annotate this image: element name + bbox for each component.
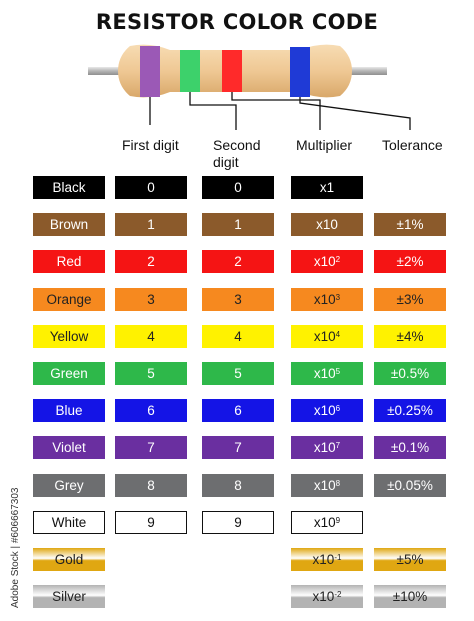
first-digit-yellow: 4 bbox=[115, 325, 187, 348]
first-digit-brown: 1 bbox=[115, 213, 187, 236]
multiplier-green: x10 5 bbox=[291, 362, 363, 385]
first-digit-blue: 6 bbox=[115, 399, 187, 422]
multiplier-base: x10 bbox=[313, 254, 336, 269]
watermark: Adobe Stock | #606667303 bbox=[3, 470, 21, 615]
second-digit-green: 5 bbox=[202, 362, 274, 385]
second-digit-grey: 8 bbox=[202, 474, 274, 497]
multiplier-base: x10 bbox=[313, 478, 336, 493]
multiplier-violet: x10 7 bbox=[291, 436, 363, 459]
multiplier-exponent: 6 bbox=[335, 404, 341, 413]
first-digit-orange: 3 bbox=[115, 288, 187, 311]
multiplier-exponent: 8 bbox=[335, 479, 341, 488]
multiplier-base: x10 bbox=[313, 366, 336, 381]
multiplier-red: x10 2 bbox=[291, 250, 363, 273]
tolerance-orange: ±3% bbox=[374, 288, 446, 311]
multiplier-exponent: -2 bbox=[334, 590, 342, 599]
color-name-red: Red bbox=[33, 250, 105, 273]
band-first-digit bbox=[140, 46, 160, 97]
first-digit-red: 2 bbox=[115, 250, 187, 273]
first-digit-white: 9 bbox=[115, 511, 187, 534]
tolerance-grey: ±0.05% bbox=[374, 474, 446, 497]
header-second-digit-line2: digit bbox=[213, 154, 239, 170]
second-digit-orange: 3 bbox=[202, 288, 274, 311]
watermark-text: Adobe Stock | #606667303 bbox=[10, 487, 21, 608]
color-name-violet: Violet bbox=[33, 436, 105, 459]
color-name-green: Green bbox=[33, 362, 105, 385]
multiplier-base: x10 bbox=[316, 217, 338, 232]
color-name-black: Black bbox=[33, 176, 105, 199]
multiplier-yellow: x10 4 bbox=[291, 325, 363, 348]
header-second-digit: Second digit bbox=[213, 137, 260, 171]
header-second-digit-line1: Second bbox=[213, 137, 261, 153]
pointer-multiplier bbox=[231, 92, 321, 130]
header-multiplier: Multiplier bbox=[296, 137, 353, 153]
tolerance-green: ±0.5% bbox=[374, 362, 446, 385]
page-title: RESISTOR COLOR CODE bbox=[95, 10, 379, 34]
tolerance-blue: ±0.25% bbox=[374, 399, 446, 422]
multiplier-base: x10 bbox=[313, 329, 336, 344]
multiplier-silver: x10 -2 bbox=[291, 585, 363, 608]
multiplier-gold: x10 -1 bbox=[291, 548, 363, 571]
second-digit-black: 0 bbox=[202, 176, 274, 199]
band-second-digit bbox=[180, 50, 200, 92]
first-digit-violet: 7 bbox=[115, 436, 187, 459]
multiplier-base: x10 bbox=[313, 515, 336, 530]
multiplier-brown: x10 bbox=[291, 213, 363, 236]
resistor-lead-right bbox=[345, 67, 387, 75]
tolerance-violet: ±0.1% bbox=[374, 436, 446, 459]
multiplier-exponent: 4 bbox=[335, 330, 341, 339]
multiplier-exponent: 9 bbox=[335, 516, 341, 525]
color-name-yellow: Yellow bbox=[33, 325, 105, 348]
color-name-blue: Blue bbox=[33, 399, 105, 422]
resistor-lead-left bbox=[88, 67, 128, 75]
resistor-diagram bbox=[88, 44, 411, 130]
first-digit-grey: 8 bbox=[115, 474, 187, 497]
tolerance-silver: ±10% bbox=[374, 585, 446, 608]
multiplier-base: x10 bbox=[313, 292, 336, 307]
first-digit-black: 0 bbox=[115, 176, 187, 199]
multiplier-exponent: -1 bbox=[334, 553, 342, 562]
second-digit-violet: 7 bbox=[202, 436, 274, 459]
color-name-gold: Gold bbox=[33, 548, 105, 571]
color-name-grey: Grey bbox=[33, 474, 105, 497]
tolerance-yellow: ±4% bbox=[374, 325, 446, 348]
pointer-second-digit bbox=[189, 92, 237, 130]
multiplier-base: x10 bbox=[312, 589, 335, 604]
header-tolerance: Tolerance bbox=[382, 137, 443, 153]
multiplier-base: x10 bbox=[313, 440, 336, 455]
multiplier-exponent: 3 bbox=[335, 293, 341, 302]
pointer-tolerance bbox=[299, 97, 411, 130]
multiplier-base: x1 bbox=[319, 180, 335, 195]
tolerance-gold: ±5% bbox=[374, 548, 446, 571]
multiplier-exponent: 7 bbox=[335, 441, 341, 450]
multiplier-white: x10 9 bbox=[291, 511, 363, 534]
multiplier-blue: x10 6 bbox=[291, 399, 363, 422]
color-name-orange: Orange bbox=[33, 288, 105, 311]
multiplier-base: x10 bbox=[313, 403, 336, 418]
multiplier-base: x10 bbox=[312, 552, 335, 567]
header-first-digit: First digit bbox=[122, 137, 179, 153]
tolerance-red: ±2% bbox=[374, 250, 446, 273]
multiplier-grey: x10 8 bbox=[291, 474, 363, 497]
second-digit-yellow: 4 bbox=[202, 325, 274, 348]
band-multiplier bbox=[222, 50, 242, 92]
multiplier-orange: x10 3 bbox=[291, 288, 363, 311]
color-name-silver: Silver bbox=[33, 585, 105, 608]
second-digit-blue: 6 bbox=[202, 399, 274, 422]
second-digit-brown: 1 bbox=[202, 213, 274, 236]
multiplier-black: x1 bbox=[291, 176, 363, 199]
band-tolerance bbox=[290, 47, 310, 97]
tolerance-brown: ±1% bbox=[374, 213, 446, 236]
first-digit-green: 5 bbox=[115, 362, 187, 385]
second-digit-red: 2 bbox=[202, 250, 274, 273]
multiplier-exponent: 5 bbox=[335, 367, 341, 376]
color-name-white: White bbox=[33, 511, 105, 534]
multiplier-exponent: 2 bbox=[335, 255, 341, 264]
color-name-brown: Brown bbox=[33, 213, 105, 236]
second-digit-white: 9 bbox=[202, 511, 274, 534]
